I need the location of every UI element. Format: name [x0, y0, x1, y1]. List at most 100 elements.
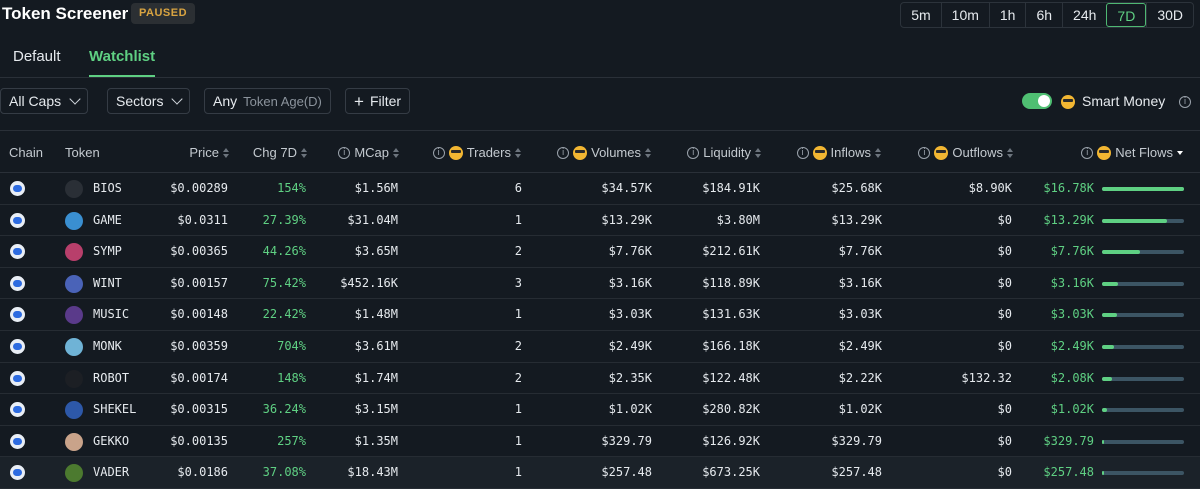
- add-filter-button[interactable]: + Filter: [345, 88, 411, 114]
- mcap-cell: $1.35M: [354, 433, 398, 448]
- column-price[interactable]: Price: [150, 145, 230, 160]
- table-row[interactable]: GEKKO $0.00135 257% $1.35M 1 $329.79 $126.92K $…: [0, 426, 1200, 458]
- column-traders[interactable]: i Traders: [410, 145, 522, 160]
- chain-base-icon: [10, 402, 25, 418]
- token-name[interactable]: SYMP: [93, 244, 122, 259]
- smart-money-toggle[interactable]: [1022, 93, 1052, 109]
- caps-dropdown-label: All Caps: [9, 93, 62, 109]
- netflow-bar-fill: [1102, 471, 1104, 476]
- volumes-cell: $7.76K: [608, 244, 652, 259]
- token-logo-icon: [65, 180, 83, 198]
- mcap-cell: $3.61M: [354, 338, 398, 353]
- liquidity-cell: $122.48K: [702, 370, 760, 385]
- token-name[interactable]: GAME: [93, 212, 122, 227]
- netflow-bar-fill: [1102, 313, 1117, 318]
- info-icon[interactable]: i: [687, 146, 700, 159]
- timeframe-7d-button[interactable]: 7D: [1106, 3, 1147, 27]
- timeframe-1h-button[interactable]: 1h: [988, 3, 1026, 27]
- volumes-cell: $13.29K: [601, 212, 652, 227]
- column-liquidity[interactable]: i Liquidity: [660, 145, 762, 160]
- table-row[interactable]: VADER $0.0186 37.08% $18.43M 1 $257.48 $673.25…: [0, 457, 1200, 489]
- netflow-bar-fill: [1102, 408, 1107, 413]
- table-row[interactable]: GAME $0.0311 27.39% $31.04M 1 $13.29K $3.80M $1…: [0, 205, 1200, 237]
- outflows-cell: $0: [997, 212, 1012, 227]
- info-icon[interactable]: i: [1081, 146, 1094, 159]
- sunglasses-emoji-icon: [573, 145, 588, 160]
- timeframe-5m-button[interactable]: 5m: [911, 7, 931, 23]
- table-row[interactable]: WINT $0.00157 75.42% $452.16K 3 $3.16K $118.89…: [0, 268, 1200, 300]
- netflow-bar-fill: [1102, 187, 1184, 191]
- netflows-cell: $257.48: [1043, 465, 1094, 480]
- column-volumes[interactable]: i Volumes: [530, 145, 652, 160]
- tab-default[interactable]: Default: [13, 48, 61, 65]
- liquidity-cell: $118.89K: [702, 275, 760, 290]
- table-row[interactable]: MUSIC $0.00148 22.42% $1.48M 1 $3.03K $131.63K…: [0, 299, 1200, 331]
- token-name[interactable]: ROBOT: [93, 370, 130, 385]
- price-cell: $0.0186: [177, 465, 228, 480]
- inflows-cell: $3.03K: [838, 307, 882, 322]
- token-name[interactable]: SHEKEL: [93, 402, 137, 417]
- table-row[interactable]: BIOS $0.00289 154% $1.56M 6 $34.57K $184.91K $2…: [0, 173, 1200, 205]
- token-name[interactable]: MUSIC: [93, 307, 130, 322]
- table-body: BIOS $0.00289 154% $1.56M 6 $34.57K $184.91K $2…: [0, 173, 1200, 489]
- mcap-cell: $18.43M: [347, 465, 398, 480]
- column-inflows[interactable]: i Inflows: [770, 145, 882, 160]
- netflow-bar-fill: [1102, 376, 1112, 381]
- price-cell: $0.00289: [170, 181, 228, 195]
- table-row[interactable]: SHEKEL $0.00315 36.24% $3.15M 1 $1.02K $280.82…: [0, 394, 1200, 426]
- traders-cell: 1: [514, 465, 522, 480]
- tab-watchlist[interactable]: Watchlist: [89, 48, 156, 77]
- token-age-filter[interactable]: Any Token Age(D): [204, 88, 331, 114]
- chg-cell: 154%: [277, 181, 306, 195]
- chain-base-icon: [10, 212, 25, 228]
- inflows-cell: $1.02K: [838, 402, 882, 417]
- token-name[interactable]: VADER: [93, 465, 130, 480]
- column-outflows[interactable]: i Outflows: [890, 145, 1014, 160]
- info-icon[interactable]: i: [796, 146, 809, 159]
- chg-cell: 75.42%: [262, 275, 306, 290]
- netflow-bar-fill: [1102, 281, 1118, 286]
- sort-icon: [755, 147, 762, 158]
- token-name[interactable]: BIOS: [93, 181, 122, 195]
- outflows-cell: $0: [997, 338, 1012, 353]
- sectors-dropdown[interactable]: Sectors: [107, 88, 191, 114]
- liquidity-cell: $212.61K: [702, 244, 760, 259]
- token-logo-icon: [65, 464, 83, 483]
- column-mcap[interactable]: i MCap: [320, 145, 400, 160]
- table-row[interactable]: SYMP $0.00365 44.26% $3.65M 2 $7.76K $212.61K $…: [0, 236, 1200, 268]
- info-icon[interactable]: i: [557, 146, 570, 159]
- timeframe-10m-button[interactable]: 10m: [940, 3, 989, 27]
- timeframe-24h-button[interactable]: 24h: [1062, 3, 1106, 27]
- info-icon[interactable]: i: [432, 146, 445, 159]
- chg-cell: 257%: [277, 433, 306, 448]
- column-netflows[interactable]: i Net Flows: [1050, 145, 1184, 160]
- sort-icon: [301, 147, 308, 158]
- token-name[interactable]: GEKKO: [93, 433, 130, 448]
- info-icon[interactable]: i: [1179, 96, 1191, 108]
- sort-icon: [393, 147, 400, 158]
- chg-cell: 704%: [277, 338, 306, 353]
- token-logo-icon: [65, 401, 83, 420]
- info-icon[interactable]: i: [338, 146, 351, 159]
- outflows-cell: $8.90K: [968, 181, 1012, 195]
- column-liquidity-label: Liquidity: [703, 145, 751, 160]
- info-icon[interactable]: i: [918, 146, 931, 159]
- caps-dropdown[interactable]: All Caps: [0, 88, 89, 114]
- netflows-cell: $3.03K: [1050, 307, 1094, 322]
- outflows-cell: $0: [997, 402, 1012, 417]
- inflows-cell: $257.48: [831, 465, 882, 480]
- column-inflows-label: Inflows: [830, 145, 871, 160]
- table-row[interactable]: MONK $0.00359 704% $3.61M 2 $2.49K $166.18K $2.…: [0, 331, 1200, 363]
- netflow-bar: [1102, 281, 1184, 286]
- token-name[interactable]: WINT: [93, 275, 122, 290]
- chg-cell: 37.08%: [262, 465, 306, 480]
- token-name[interactable]: MONK: [93, 338, 122, 353]
- timeframe-6h-button[interactable]: 6h: [1025, 3, 1062, 27]
- traders-cell: 1: [514, 212, 522, 227]
- netflow-bar: [1102, 408, 1184, 413]
- netflows-cell: $1.02K: [1050, 402, 1094, 417]
- timeframe-30d-button[interactable]: 30D: [1146, 3, 1193, 27]
- table-row[interactable]: ROBOT $0.00174 148% $1.74M 2 $2.35K $122.48K $2…: [0, 363, 1200, 395]
- column-chg[interactable]: Chg 7D: [230, 145, 308, 160]
- table-header: Chain Token Price Chg 7D i MCap i Traders …: [0, 131, 1200, 173]
